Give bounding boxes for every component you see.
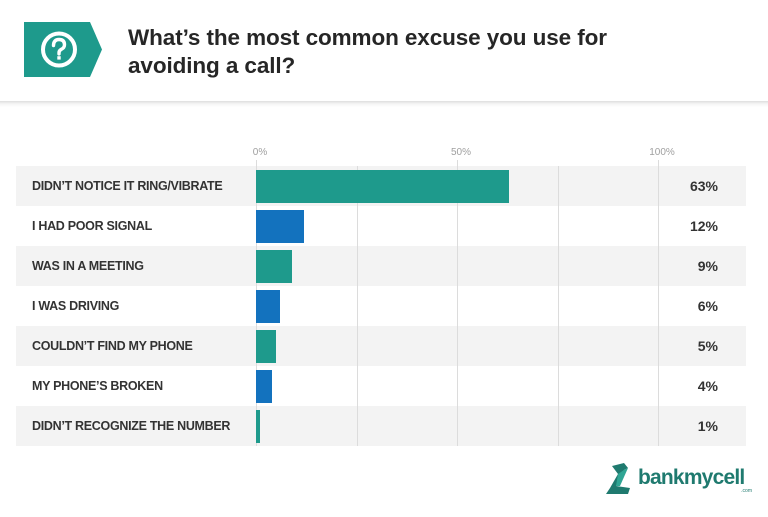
- axis-tick-label: 50%: [450, 147, 472, 158]
- category-label: DIDN’T NOTICE IT RING/VIBRATE: [32, 179, 223, 193]
- category-label: COULDN’T FIND MY PHONE: [32, 339, 193, 353]
- bankmycell-logo-icon: [606, 463, 630, 494]
- logo-suffix: .com: [741, 488, 752, 494]
- category-label: WAS IN A MEETING: [32, 259, 144, 273]
- header: What’s the most common excuse you use fo…: [0, 0, 768, 101]
- value-label: 6%: [697, 298, 718, 314]
- chart-row: COULDN’T FIND MY PHONE 5%: [16, 326, 746, 366]
- value-label: 9%: [697, 258, 718, 274]
- bar: [256, 370, 272, 403]
- page-title: What’s the most common excuse you use fo…: [128, 25, 607, 78]
- gridline: [457, 160, 458, 446]
- value-label: 63%: [689, 178, 718, 194]
- value-label: 5%: [697, 338, 718, 354]
- question-mark-icon: [24, 22, 102, 77]
- question-badge: [24, 22, 102, 77]
- chart-row: I HAD POOR SIGNAL 12%: [16, 206, 746, 246]
- bar: [256, 410, 260, 443]
- gridline: [658, 160, 659, 446]
- bar: [256, 170, 509, 203]
- chart-row: I WAS DRIVING 6%: [16, 286, 746, 326]
- bar: [256, 250, 292, 283]
- axis-tick-label: 0%: [252, 147, 268, 158]
- axis-tick-label: 100%: [649, 147, 675, 158]
- gridline: [357, 166, 358, 446]
- bankmycell-logo: bankmycell .com: [604, 462, 754, 496]
- bar-chart: DIDN’T NOTICE IT RING/VIBRATE 63% I HAD PO…: [0, 140, 768, 460]
- logo-text: bankmycell: [638, 466, 745, 489]
- category-label: I WAS DRIVING: [32, 299, 120, 313]
- category-label: I HAD POOR SIGNAL: [32, 219, 152, 233]
- category-label: MY PHONE’S BROKEN: [32, 379, 163, 393]
- chart-row: DIDN’T RECOGNIZE THE NUMBER 1%: [16, 406, 746, 446]
- header-divider: [0, 101, 768, 107]
- value-label: 1%: [697, 418, 718, 434]
- chart-row: MY PHONE’S BROKEN 4%: [16, 366, 746, 406]
- value-label: 12%: [689, 218, 718, 234]
- bar: [256, 330, 276, 363]
- bar: [256, 210, 304, 243]
- value-label: 4%: [697, 378, 718, 394]
- category-label: DIDN’T RECOGNIZE THE NUMBER: [32, 419, 231, 433]
- chart-row: WAS IN A MEETING 9%: [16, 246, 746, 286]
- bar: [256, 290, 280, 323]
- gridline: [558, 166, 559, 446]
